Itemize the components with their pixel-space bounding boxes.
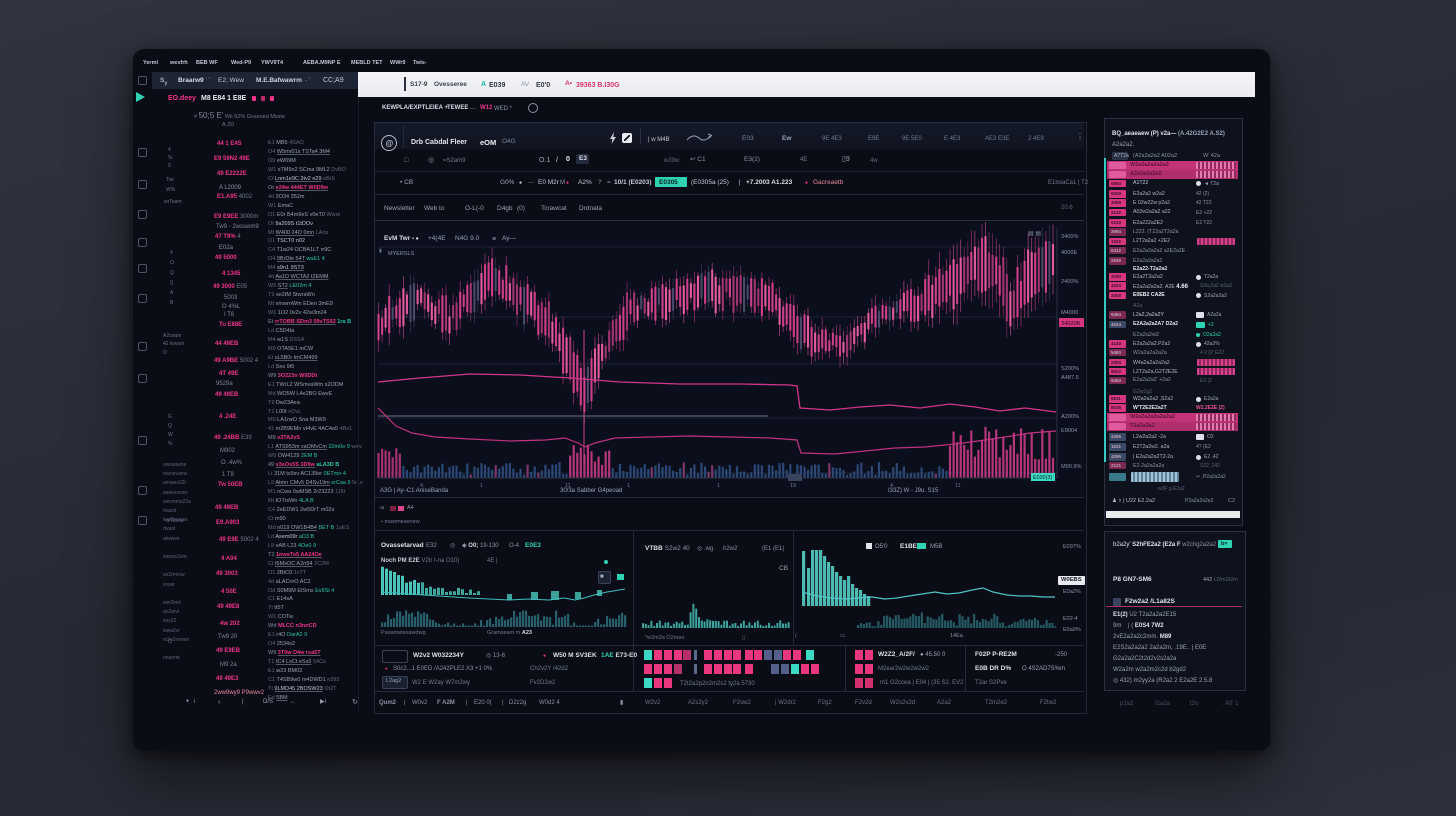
- svg-text:M4000: M4000: [1061, 310, 1078, 316]
- svg-text:2400%: 2400%: [1061, 279, 1078, 285]
- svg-text:4: 4: [890, 483, 893, 489]
- svg-text:M90.9%: M90.9%: [1061, 464, 1082, 470]
- svg-text:A200%: A200%: [1061, 414, 1079, 420]
- svg-text:11: 11: [565, 483, 571, 489]
- svg-text:E9004: E9004: [1061, 428, 1077, 434]
- svg-text:19: 19: [790, 483, 796, 489]
- svg-text:4000E: 4000E: [1061, 250, 1077, 256]
- svg-text:3400%: 3400%: [1061, 234, 1078, 240]
- svg-text:1: 1: [717, 483, 720, 489]
- svg-text:1: 1: [627, 483, 630, 489]
- svg-text:A487.5: A487.5: [1061, 375, 1079, 381]
- svg-text:4: 4: [420, 483, 423, 489]
- svg-text:34020B: 34020B: [1061, 321, 1081, 327]
- svg-text:1: 1: [480, 483, 483, 489]
- svg-text:S200%: S200%: [1061, 366, 1079, 372]
- svg-text:E030(3): E030(3): [1033, 475, 1052, 481]
- svg-text:11: 11: [955, 483, 961, 489]
